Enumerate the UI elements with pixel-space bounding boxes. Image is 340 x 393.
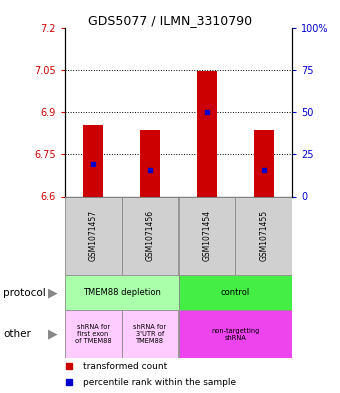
Bar	[178, 275, 292, 310]
Text: non-targetting
shRNA: non-targetting shRNA	[211, 327, 260, 341]
Text: ▶: ▶	[48, 286, 57, 299]
Text: TMEM88 depletion: TMEM88 depletion	[83, 288, 160, 297]
Bar	[83, 125, 103, 196]
Text: GDS5077 / ILMN_3310790: GDS5077 / ILMN_3310790	[88, 14, 252, 27]
Bar	[121, 196, 178, 275]
Text: GSM1071455: GSM1071455	[259, 210, 268, 261]
Bar	[235, 196, 292, 275]
Bar	[178, 310, 292, 358]
Bar	[65, 275, 178, 310]
Bar	[254, 130, 274, 196]
Bar	[65, 310, 121, 358]
Bar	[197, 71, 217, 196]
Text: GSM1071454: GSM1071454	[203, 210, 211, 261]
Text: GSM1071456: GSM1071456	[146, 210, 154, 261]
Text: ▶: ▶	[48, 327, 57, 341]
Text: transformed count: transformed count	[83, 362, 167, 371]
Bar	[65, 196, 121, 275]
Bar	[140, 130, 160, 196]
Text: GSM1071457: GSM1071457	[89, 210, 98, 261]
Text: protocol: protocol	[3, 288, 46, 298]
Bar	[178, 196, 235, 275]
Bar	[121, 310, 178, 358]
Text: shRNA for
first exon
of TMEM88: shRNA for first exon of TMEM88	[75, 324, 112, 344]
Text: control: control	[221, 288, 250, 297]
Text: percentile rank within the sample: percentile rank within the sample	[83, 378, 236, 387]
Text: other: other	[3, 329, 31, 339]
Text: shRNA for
3'UTR of
TMEM88: shRNA for 3'UTR of TMEM88	[134, 324, 167, 344]
